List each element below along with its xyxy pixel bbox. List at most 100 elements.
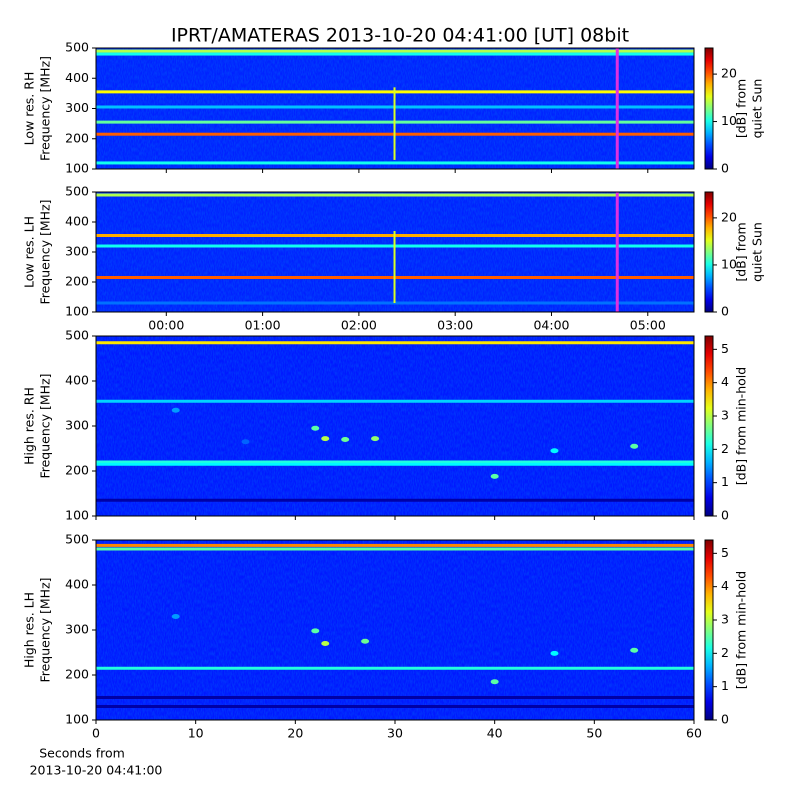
burst-spot	[321, 436, 330, 442]
colorbar-tick-label: 2	[721, 441, 729, 456]
frequency-band	[96, 705, 694, 708]
burst-spot	[171, 407, 180, 413]
x-tick-label: 10	[188, 726, 204, 741]
burst	[393, 87, 396, 160]
colorbar	[704, 191, 714, 313]
figure-title: IPRT/AMATERAS 2013-10-20 04:41:00 [UT] 0…	[171, 25, 629, 47]
colorbar-label: [dB] from	[734, 79, 749, 138]
time-cursor	[615, 48, 619, 169]
colorbar-label: [dB] from min-hold	[734, 571, 749, 689]
colorbar-label: [dB] from min-hold	[734, 367, 749, 485]
y-tick-label: 300	[65, 244, 89, 259]
burst-spot	[630, 647, 639, 653]
y-tick-label: 400	[65, 70, 89, 85]
colorbar-tick-label: 10	[721, 113, 737, 128]
y-tick-label: 200	[65, 130, 89, 145]
y-tick-label: 300	[65, 622, 89, 637]
panel: 100 200 300 400 500 Low res. RH Frequency [MHz…	[22, 40, 765, 176]
colorbar-tick-label: 5	[721, 545, 729, 560]
colorbar-tick-label: 1	[721, 678, 729, 693]
y-tick-label: 500	[65, 184, 89, 199]
frequency-band	[96, 462, 694, 466]
y-tick-label: 400	[65, 577, 89, 592]
time-cursor	[615, 192, 619, 312]
frequency-band	[96, 341, 694, 345]
frequency-band	[96, 399, 694, 403]
burst	[393, 231, 396, 303]
colorbar-tick-label: 0	[721, 712, 729, 727]
burst-spot	[630, 443, 639, 449]
burst-spot	[490, 679, 499, 685]
y-tick-label: 500	[65, 40, 89, 55]
y-tick-label: 100	[65, 304, 89, 319]
y-axis-label: Low res. LH	[22, 216, 37, 288]
x-tick-label: 60	[686, 726, 702, 741]
y-tick-label: 300	[65, 100, 89, 115]
colorbar-tick-label: 0	[721, 304, 729, 319]
x-tick-label: 02:00	[341, 318, 377, 333]
y-axis-label: High res. LH	[22, 592, 37, 668]
colorbar-tick-label: 3	[721, 612, 729, 627]
colorbar-tick-label: 2	[721, 645, 729, 660]
x-axis-label: 2013-10-20 04:41:00	[30, 763, 163, 778]
colorbar-label: [dB] from	[734, 222, 749, 281]
x-tick-label: 00:00	[148, 318, 184, 333]
y-tick-label: 100	[65, 712, 89, 727]
burst-spot	[241, 439, 250, 445]
y-axis-label: Frequency [MHz]	[38, 199, 53, 304]
colorbar-label: quiet Sun	[750, 79, 765, 139]
y-tick-label: 400	[65, 214, 89, 229]
burst-spot	[550, 448, 559, 454]
colorbar-tick-label: 4	[721, 578, 729, 593]
colorbar-tick-label: 5	[721, 341, 729, 356]
frequency-band	[96, 696, 694, 699]
burst-spot	[341, 437, 350, 442]
x-tick-label: 50	[586, 726, 602, 741]
y-tick-label: 500	[65, 532, 89, 547]
y-axis-label: Frequency [MHz]	[38, 56, 53, 161]
y-tick-label: 100	[65, 508, 89, 523]
x-tick-label: 0	[92, 726, 100, 741]
panel: 100 200 300 400 500 High res. RH Frequency [MH…	[22, 328, 749, 523]
colorbar-tick-label: 3	[721, 408, 729, 423]
colorbar	[704, 47, 714, 170]
frequency-band	[96, 460, 694, 464]
colorbar-tick-label: 10	[721, 256, 737, 271]
burst-spot	[321, 641, 330, 646]
frequency-band	[96, 547, 694, 551]
y-tick-label: 500	[65, 328, 89, 343]
x-tick-label: 01:00	[245, 318, 281, 333]
y-axis-label: Low res. RH	[22, 72, 37, 146]
burst-spot	[361, 638, 370, 644]
colorbar-tick-label: 0	[721, 508, 729, 523]
colorbar-label: quiet Sun	[750, 222, 765, 282]
y-axis-label: Frequency [MHz]	[38, 577, 53, 682]
burst-spot	[371, 436, 380, 442]
frequency-band	[96, 49, 694, 53]
frequency-band	[96, 666, 694, 670]
colorbar-tick-label: 4	[721, 374, 729, 389]
texture	[96, 540, 694, 720]
x-tick-label: 03:00	[437, 318, 473, 333]
colorbar-tick-label: 1	[721, 474, 729, 489]
colorbar	[704, 539, 714, 721]
plot-area	[96, 336, 694, 516]
x-tick-label: 40	[487, 726, 503, 741]
x-tick-label: 30	[387, 726, 403, 741]
y-tick-label: 200	[65, 667, 89, 682]
plot-area	[96, 48, 694, 169]
frequency-band	[96, 498, 694, 502]
frequency-band	[96, 161, 694, 165]
x-tick-label: 20	[287, 726, 303, 741]
burst-spot	[550, 650, 559, 656]
texture	[96, 336, 694, 516]
y-tick-label: 100	[65, 161, 89, 176]
y-tick-label: 300	[65, 418, 89, 433]
plot-area	[96, 192, 694, 312]
burst-spot	[311, 425, 320, 431]
burst-spot	[490, 473, 499, 479]
frequency-band	[96, 193, 694, 197]
